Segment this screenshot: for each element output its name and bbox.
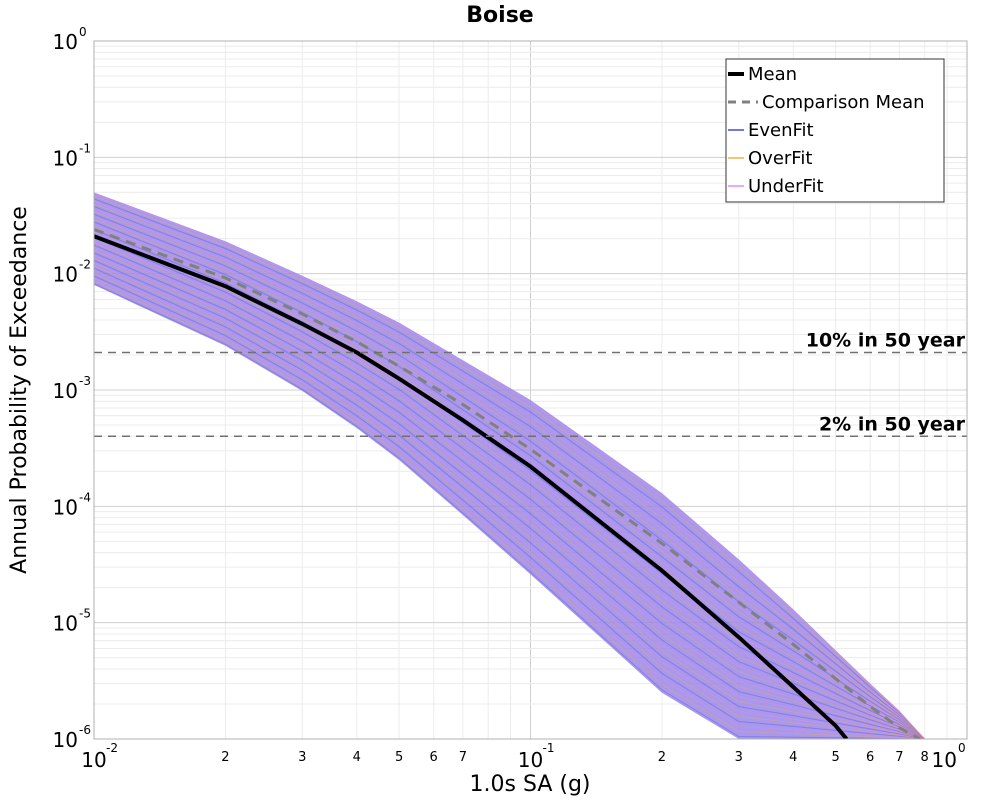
ensemble-curve xyxy=(94,211,926,739)
y-tick-label: 10 xyxy=(53,495,78,519)
ensemble-curve xyxy=(94,208,926,739)
reference-line-label: 2% in 50 year xyxy=(819,413,966,435)
x-minor-tick-label: 2 xyxy=(658,750,666,765)
ensemble-curve xyxy=(94,278,925,739)
ensemble-band xyxy=(94,192,926,739)
x-minor-tick-label: 8 xyxy=(921,750,929,765)
reference-line-label: 10% in 50 year xyxy=(806,330,966,352)
legend-label-mean: Mean xyxy=(748,64,797,85)
x-minor-tick-label: 7 xyxy=(895,750,903,765)
ensemble-curve xyxy=(94,200,926,739)
legend-label-overfit: OverFit xyxy=(748,148,812,169)
x-minor-tick-label: 3 xyxy=(735,750,743,765)
x-minor-tick-label: 4 xyxy=(789,750,797,765)
y-tick-label: 10 xyxy=(53,146,78,170)
y-tick-exponent: -5 xyxy=(79,607,91,621)
y-tick-label: 10 xyxy=(53,263,78,287)
x-tick-exponent: 0 xyxy=(958,741,966,755)
ensemble-curve xyxy=(94,280,925,739)
ensemble-curve xyxy=(94,206,926,739)
ensemble-curve xyxy=(94,247,925,739)
y-tick-exponent: -6 xyxy=(79,723,91,737)
x-tick-exponent: -2 xyxy=(106,741,118,755)
ensemble-curve xyxy=(94,239,925,739)
ensemble-curve xyxy=(94,257,925,739)
chart-title: Boise xyxy=(466,3,533,28)
y-tick-exponent: -1 xyxy=(79,141,91,155)
reference-lines: 10% in 50 year 2% in 50 year xyxy=(94,330,967,438)
comparison-mean-line xyxy=(94,227,921,739)
ensemble-curve xyxy=(94,252,925,739)
ensemble-curve xyxy=(94,254,925,739)
y-axis-label: Annual Probability of Exceedance xyxy=(7,206,32,574)
ensemble-curve xyxy=(94,224,925,739)
ensemble-curve xyxy=(94,193,926,739)
x-minor-tick-label: 3 xyxy=(298,750,306,765)
x-minor-tick-label: 2 xyxy=(221,750,229,765)
ensemble-curve xyxy=(94,198,926,739)
x-minor-tick-label: 6 xyxy=(866,750,874,765)
ensemble-curve xyxy=(94,234,925,739)
ensemble-curve xyxy=(94,216,926,739)
tick-labels: 10 -2 10 -1 10 02 3 4 5 6 7 2 3 4 5 6 7 810 010 -110 -210 -31… xyxy=(53,25,966,772)
legend-label-evenfit: EvenFit xyxy=(748,120,814,141)
ensemble-curve xyxy=(94,260,925,739)
y-tick-label: 10 xyxy=(53,30,78,54)
ensemble-curve xyxy=(94,267,925,739)
x-minor-tick-label: 7 xyxy=(459,750,467,765)
y-tick-exponent: -4 xyxy=(79,490,91,504)
x-minor-tick-label: 6 xyxy=(430,750,438,765)
ensemble-curve xyxy=(94,244,925,739)
y-tick-exponent: 0 xyxy=(79,25,87,39)
ensemble-curve xyxy=(94,275,925,739)
legend-label-underfit: UnderFit xyxy=(748,176,824,197)
y-tick-label: 10 xyxy=(53,612,78,636)
x-minor-tick-label: 4 xyxy=(353,750,361,765)
ensemble-curve xyxy=(94,236,925,739)
mean-line xyxy=(94,234,849,739)
ensemble-curve xyxy=(94,283,925,739)
ensemble-curve xyxy=(94,221,926,739)
ensemble-curve xyxy=(94,218,926,739)
mean-series xyxy=(94,227,921,739)
ensemble-curve xyxy=(94,213,926,739)
ensemble-curve xyxy=(94,270,925,739)
legend: Mean Comparison Mean EvenFit OverFit Und… xyxy=(725,58,945,203)
plot-frame xyxy=(93,40,968,740)
legend-box xyxy=(725,58,945,203)
ensemble-curve xyxy=(94,203,926,739)
y-tick-exponent: -2 xyxy=(79,258,91,272)
ensemble-band-fill xyxy=(94,192,925,739)
ensemble-curve xyxy=(94,242,925,739)
x-tick-exponent: -1 xyxy=(543,741,555,755)
x-tick-label: 10 xyxy=(932,748,957,772)
ensemble-curve xyxy=(94,262,925,739)
y-tick-exponent: -3 xyxy=(79,374,91,388)
x-tick-label: 10 xyxy=(81,748,106,772)
x-axis-label: 1.0s SA (g) xyxy=(470,772,591,797)
y-tick-label: 10 xyxy=(53,379,78,403)
x-tick-label: 10 xyxy=(518,748,543,772)
x-minor-tick-label: 5 xyxy=(831,750,839,765)
y-tick-label: 10 xyxy=(53,728,78,752)
legend-label-comparison-mean: Comparison Mean xyxy=(762,92,925,113)
x-minor-tick-label: 5 xyxy=(395,750,403,765)
ensemble-curve xyxy=(94,272,925,739)
ensemble-curve xyxy=(94,195,926,739)
ensemble-curve xyxy=(94,265,925,739)
